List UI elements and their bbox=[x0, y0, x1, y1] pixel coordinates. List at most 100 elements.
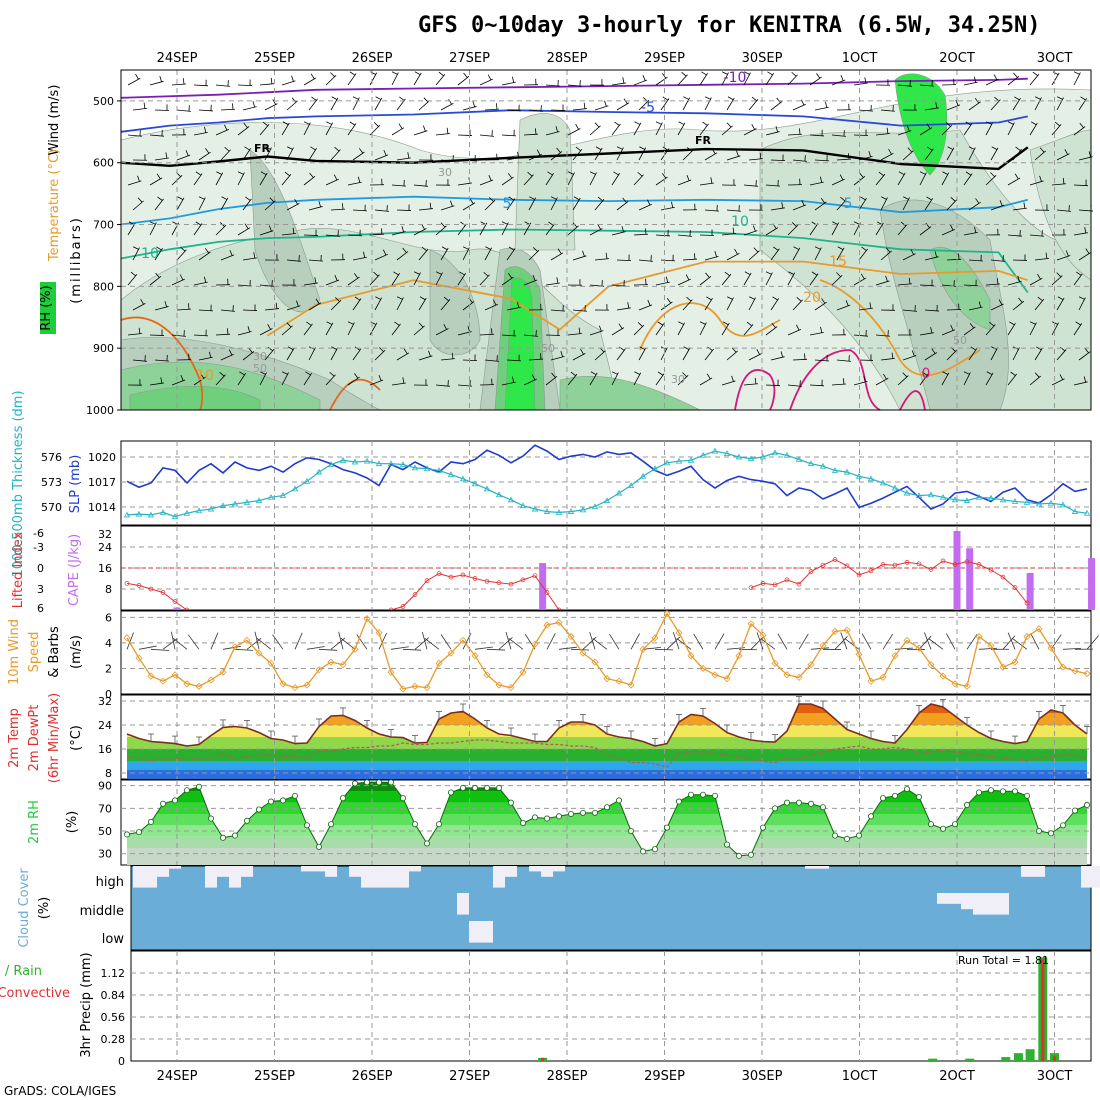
wind-barb-flag bbox=[446, 127, 449, 134]
wind-barb-flag bbox=[683, 346, 690, 350]
thickness-marker bbox=[735, 453, 743, 460]
thickness-marker bbox=[351, 458, 359, 465]
contour-label: FR bbox=[254, 142, 271, 155]
wind-barb-flag bbox=[483, 271, 489, 277]
wind-barb-flag bbox=[973, 76, 977, 83]
wind-barb-flag bbox=[811, 271, 818, 276]
pressure-tick-label: 600 bbox=[93, 157, 114, 170]
rh2m-marker bbox=[928, 821, 935, 828]
wind-barb-flag bbox=[837, 246, 844, 250]
wind10m-barb bbox=[424, 637, 440, 650]
wind-barb-flag bbox=[244, 223, 249, 229]
thickness-marker bbox=[171, 513, 179, 519]
cape-bar bbox=[173, 607, 181, 610]
thickness-marker bbox=[687, 456, 695, 463]
rh2m-marker bbox=[568, 811, 575, 818]
wind-barb-flag bbox=[326, 121, 332, 125]
wind-barb-flag bbox=[1056, 272, 1062, 278]
wind-barb-flag bbox=[950, 196, 956, 202]
rh2m-marker bbox=[964, 801, 971, 808]
wind-barb-flag bbox=[1085, 248, 1090, 254]
rh2m-marker bbox=[327, 821, 334, 828]
wind-barb-flag bbox=[349, 71, 356, 76]
precip-label-3: 3hr Precip (mm) bbox=[79, 952, 94, 1057]
wind-barb-flag bbox=[402, 247, 407, 253]
wind-barb-flag bbox=[407, 152, 410, 159]
wind-barb-flag bbox=[681, 71, 687, 77]
rh2m-marker bbox=[1012, 788, 1019, 795]
rh2m-marker bbox=[580, 809, 587, 816]
wind10m-marker bbox=[351, 645, 359, 653]
contour-label: 0 bbox=[922, 366, 931, 382]
wind-barb-flag bbox=[925, 222, 930, 229]
wind-barb-flag bbox=[622, 77, 625, 84]
wind10m-barb bbox=[294, 632, 303, 650]
rh2m-marker bbox=[267, 798, 274, 805]
wind-barb-flag bbox=[998, 299, 1003, 306]
wind-barb-flag bbox=[1037, 296, 1043, 301]
rh2m-marker bbox=[892, 792, 899, 799]
wind-barb-flag bbox=[216, 171, 222, 175]
rh2m-marker bbox=[556, 813, 563, 820]
thickness-marker bbox=[447, 471, 455, 477]
wind10m-barb bbox=[1030, 633, 1040, 650]
wind-barb-flag bbox=[414, 71, 421, 76]
wind-barb-flag bbox=[399, 96, 405, 101]
wind10m-barb bbox=[1002, 635, 1016, 650]
thickness-marker bbox=[147, 511, 155, 518]
wind-barb-flag bbox=[421, 246, 427, 252]
wind-barb-flag bbox=[686, 296, 692, 302]
wind-barb-flag bbox=[137, 197, 143, 203]
wind-barb-flag bbox=[527, 171, 533, 177]
wind10m-barb bbox=[546, 633, 556, 650]
wind10m-marker bbox=[291, 684, 299, 692]
wind-barb-flag bbox=[749, 296, 755, 300]
cloud-bar-high bbox=[397, 866, 409, 888]
wind-barb-flag bbox=[898, 171, 905, 176]
li-marker bbox=[400, 604, 406, 609]
wind-barb-flag bbox=[1034, 372, 1040, 378]
wind-barb-flag bbox=[491, 328, 493, 335]
wind-barb-flag bbox=[724, 271, 730, 277]
cloud-bar-high bbox=[229, 866, 241, 888]
wind10m-marker bbox=[327, 658, 335, 666]
wind-barb-flag bbox=[394, 321, 400, 326]
rh2m-marker bbox=[592, 809, 599, 816]
wind-barb-flag bbox=[1007, 121, 1014, 125]
li-marker bbox=[808, 569, 814, 574]
wind-barb-flag bbox=[885, 275, 888, 282]
wind-barb-flag bbox=[536, 149, 541, 156]
wind-barb-flag bbox=[687, 147, 692, 152]
rh2m-marker bbox=[736, 852, 743, 859]
temp2m-label-3: (6hr Min/Max) bbox=[47, 693, 62, 783]
wind10m-marker bbox=[399, 685, 407, 693]
wind-barb-flag bbox=[825, 101, 828, 108]
wind-barb-flag bbox=[921, 371, 928, 376]
cloud-cover-panel: high middle low Cloud Cover (%) bbox=[17, 865, 1100, 951]
wind-barb-flag bbox=[310, 146, 316, 151]
thickness-marker bbox=[291, 485, 299, 492]
wind-barb-flag bbox=[1010, 371, 1016, 376]
wind-barb-flag bbox=[245, 196, 251, 201]
thickness-marker bbox=[891, 484, 899, 491]
wind-barb-flag bbox=[771, 322, 776, 329]
rh2m-marker bbox=[435, 821, 442, 828]
wind-barb-flag bbox=[508, 273, 513, 279]
wind-barb-flag bbox=[1014, 173, 1019, 180]
wind-barb-flag bbox=[793, 246, 800, 250]
wind-axis-label: Wind (m/s) bbox=[47, 85, 62, 156]
wind10m-barb bbox=[170, 631, 176, 650]
wind-barb-flag bbox=[611, 371, 618, 375]
thickness-tick-label: 570 bbox=[41, 501, 62, 514]
wind-barb-flag bbox=[885, 247, 891, 253]
wind-barb-flag bbox=[199, 373, 205, 379]
wind-barb-flag bbox=[227, 328, 229, 335]
wind10m-barb bbox=[840, 632, 848, 650]
wind-barb-flag bbox=[370, 71, 376, 75]
wind-barb-flag bbox=[185, 150, 189, 156]
thickness-marker bbox=[663, 459, 671, 466]
pressure-tick-label: 500 bbox=[93, 95, 114, 108]
wind-barb-flag bbox=[383, 149, 387, 156]
